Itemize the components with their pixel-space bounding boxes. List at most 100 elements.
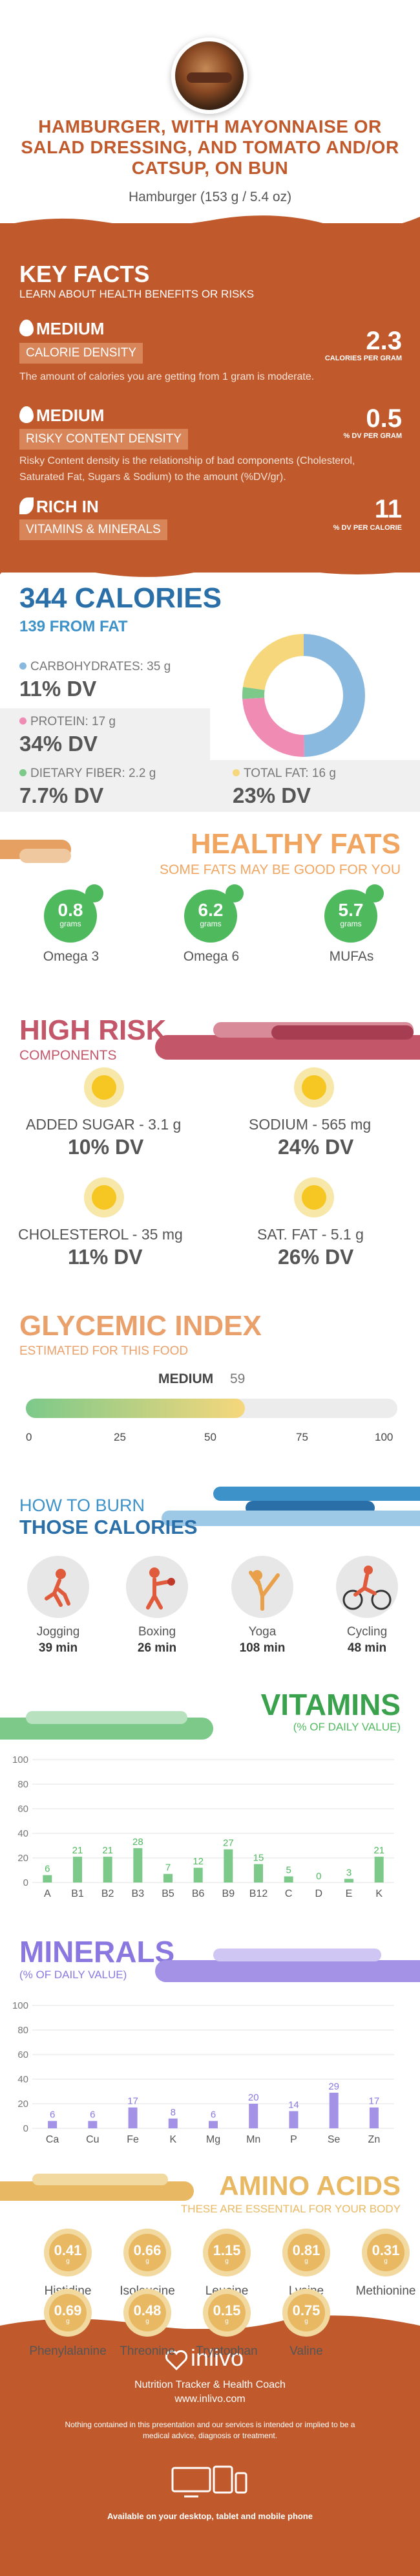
flame-icon: [19, 406, 34, 423]
gi-tick-50: 50: [204, 1431, 216, 1443]
food-image: [171, 38, 247, 114]
amino-label-tryptophan: Tryptophan: [196, 2344, 258, 2358]
minerals-bar-chart: 0 20 40 60 80 100 6 Ca 6 Cu 17 Fe 8 K 6 Mg 20 Mn 14 P 29 Se 17…: [13, 2000, 394, 2145]
macro-donut-chart: [242, 634, 365, 757]
vitamins-subtitle: (% OF DAILY VALUE): [293, 1721, 401, 1733]
footer-tagline: Nutrition Tracker & Health Coach: [134, 2379, 286, 2390]
vitamins-value-label: 28: [132, 1837, 143, 1848]
minerals-category-label: K: [169, 2134, 176, 2145]
calorie-density-desc: The amount of calories you are getting f…: [19, 371, 315, 382]
amino-circle-isoleucine: 0.66 g: [123, 2229, 171, 2276]
minerals-value-label: 6: [50, 2110, 55, 2121]
carbs-dot: [19, 662, 26, 670]
cycling-icon: [336, 1556, 398, 1618]
sugar-smile-icon: [84, 1067, 124, 1108]
minerals-category-label: Mg: [206, 2134, 220, 2145]
minerals-bar-Zn: [369, 2107, 379, 2128]
amino-label-phenylalanine: Phenylalanine: [29, 2344, 107, 2358]
calorie-density-level: MEDIUM: [19, 319, 104, 339]
vitamins-value-label: 27: [223, 1838, 234, 1849]
amino-circle-methionine: 0.31 g: [362, 2229, 410, 2276]
vitamins-category-label: B5: [162, 1888, 174, 1899]
yoga-label: Yoga: [248, 1625, 277, 1639]
jogging-icon: [27, 1556, 89, 1618]
vitamins-bar-chart: 0 20 40 60 80 100 6 A 21 B1 21 B2 28 B3 7 B5 12 B6 27 B9 15 B…: [13, 1754, 394, 1899]
calorie-density-label: CALORIE DENSITY: [19, 343, 143, 364]
amino-circle-tryptophan: 0.15 g: [203, 2289, 251, 2337]
vitamins-ytick: 100: [13, 1754, 28, 1765]
vitamins-value-label: 3: [346, 1867, 352, 1878]
amino-circle-valine: 0.75 g: [282, 2289, 330, 2337]
key-facts-title: KEY FACTS: [19, 261, 150, 287]
minerals-deco-bar-2: [213, 1948, 381, 1961]
minerals-ytick: 20: [17, 2099, 28, 2110]
amino-deco-bar-2: [32, 2174, 168, 2185]
gi-tick-100: 100: [375, 1431, 394, 1443]
rich-in-level: RICH IN: [19, 497, 99, 517]
sodium-label: SODIUM - 565 mg: [249, 1116, 372, 1133]
donut-slice-fiber: [242, 686, 265, 699]
serving-size: Hamburger (153 g / 5.4 oz): [128, 190, 292, 204]
vitamins-bar-B9: [224, 1849, 233, 1883]
omega6-label: Omega 6: [183, 949, 240, 964]
sodium-smile-icon: [294, 1067, 334, 1108]
gi-tick-0: 0: [26, 1431, 32, 1443]
vitamins-category-label: B2: [101, 1888, 114, 1899]
omega6-circle: 6.2 grams: [184, 884, 244, 943]
sugar-dv: 10% DV: [68, 1135, 144, 1159]
vitamins-value-label: 21: [72, 1845, 83, 1856]
vitamins-bar-B5: [163, 1873, 173, 1883]
yoga-min: 108 min: [239, 1641, 286, 1655]
minerals-category-label: Cu: [86, 2134, 99, 2145]
amino-circle-lysine: 0.81 g: [282, 2229, 330, 2276]
vitamins-bar-B12: [254, 1864, 263, 1883]
vitamins-value-label: 0: [316, 1871, 321, 1882]
minerals-category-label: Zn: [368, 2134, 381, 2145]
minerals-ytick: 100: [13, 2000, 28, 2011]
amino-label-methionine: Methionine: [355, 2284, 416, 2298]
vitamins-bar-K: [374, 1857, 384, 1883]
vitamins-category-label: K: [375, 1888, 383, 1899]
minerals-bar-Se: [329, 2092, 339, 2128]
vitamins-category-label: B6: [192, 1888, 205, 1899]
minerals-category-label: Se: [328, 2134, 341, 2145]
glycemic-fill: [26, 1399, 246, 1418]
vitamins-bar-B2: [103, 1857, 112, 1883]
minerals-value-label: 20: [248, 2092, 259, 2103]
flame-icon: [19, 320, 34, 336]
minerals-bar-Mn: [249, 2104, 258, 2128]
minerals-value-label: 17: [127, 2096, 138, 2107]
macro-carbs: CARBOHYDRATES: 35 g 11% DV: [19, 660, 171, 701]
gi-tick-75: 75: [296, 1431, 308, 1443]
footer-url[interactable]: www.inlivo.com: [174, 2394, 246, 2405]
amino-circle-threonine: 0.48 g: [123, 2289, 171, 2337]
high-risk-subtitle: COMPONENTS: [19, 1048, 117, 1063]
risky-density-label: RISKY CONTENT DENSITY: [19, 429, 189, 450]
glycemic-subtitle: ESTIMATED FOR THIS FOOD: [19, 1344, 189, 1358]
minerals-title: MINERALS: [19, 1935, 175, 1969]
vitamins-bar-B6: [193, 1868, 203, 1883]
leaf-icon: [19, 497, 34, 514]
burn-title-2: THOSE CALORIES: [19, 1516, 198, 1538]
food-title: HAMBURGER, WITH MAYONNAISE OR SALAD DRES…: [21, 116, 399, 178]
jogging-min: 39 min: [38, 1641, 78, 1655]
minerals-category-label: P: [290, 2134, 297, 2145]
protein-dot: [19, 717, 26, 725]
macro-fat: TOTAL FAT: 16 g 23% DV: [233, 767, 336, 807]
omega3-label: Omega 3: [43, 949, 100, 964]
vitamins-ytick: 80: [17, 1779, 28, 1790]
calories-from-fat: 139 FROM FAT: [19, 618, 128, 635]
minerals-subtitle: (% OF DAILY VALUE): [19, 1969, 127, 1981]
healthy-fats-title: HEALTHY FATS: [190, 828, 401, 860]
burn-deco-bar: [213, 1487, 420, 1501]
vitamins-value-label: 21: [373, 1845, 384, 1856]
vitamins-category-label: B1: [71, 1888, 84, 1899]
vitamins-title: VITAMINS: [260, 1688, 401, 1721]
vitamins-ytick: 60: [17, 1804, 28, 1815]
satfat-dv: 26% DV: [278, 1245, 354, 1269]
donut-slice-fat: [242, 634, 304, 691]
rich-in-label: VITAMINS & MINERALS: [19, 519, 167, 540]
risky-density-value: 0.5: [366, 404, 402, 433]
vitamins-category-label: D: [315, 1888, 323, 1899]
calories-title: 344 CALORIES: [19, 582, 222, 614]
